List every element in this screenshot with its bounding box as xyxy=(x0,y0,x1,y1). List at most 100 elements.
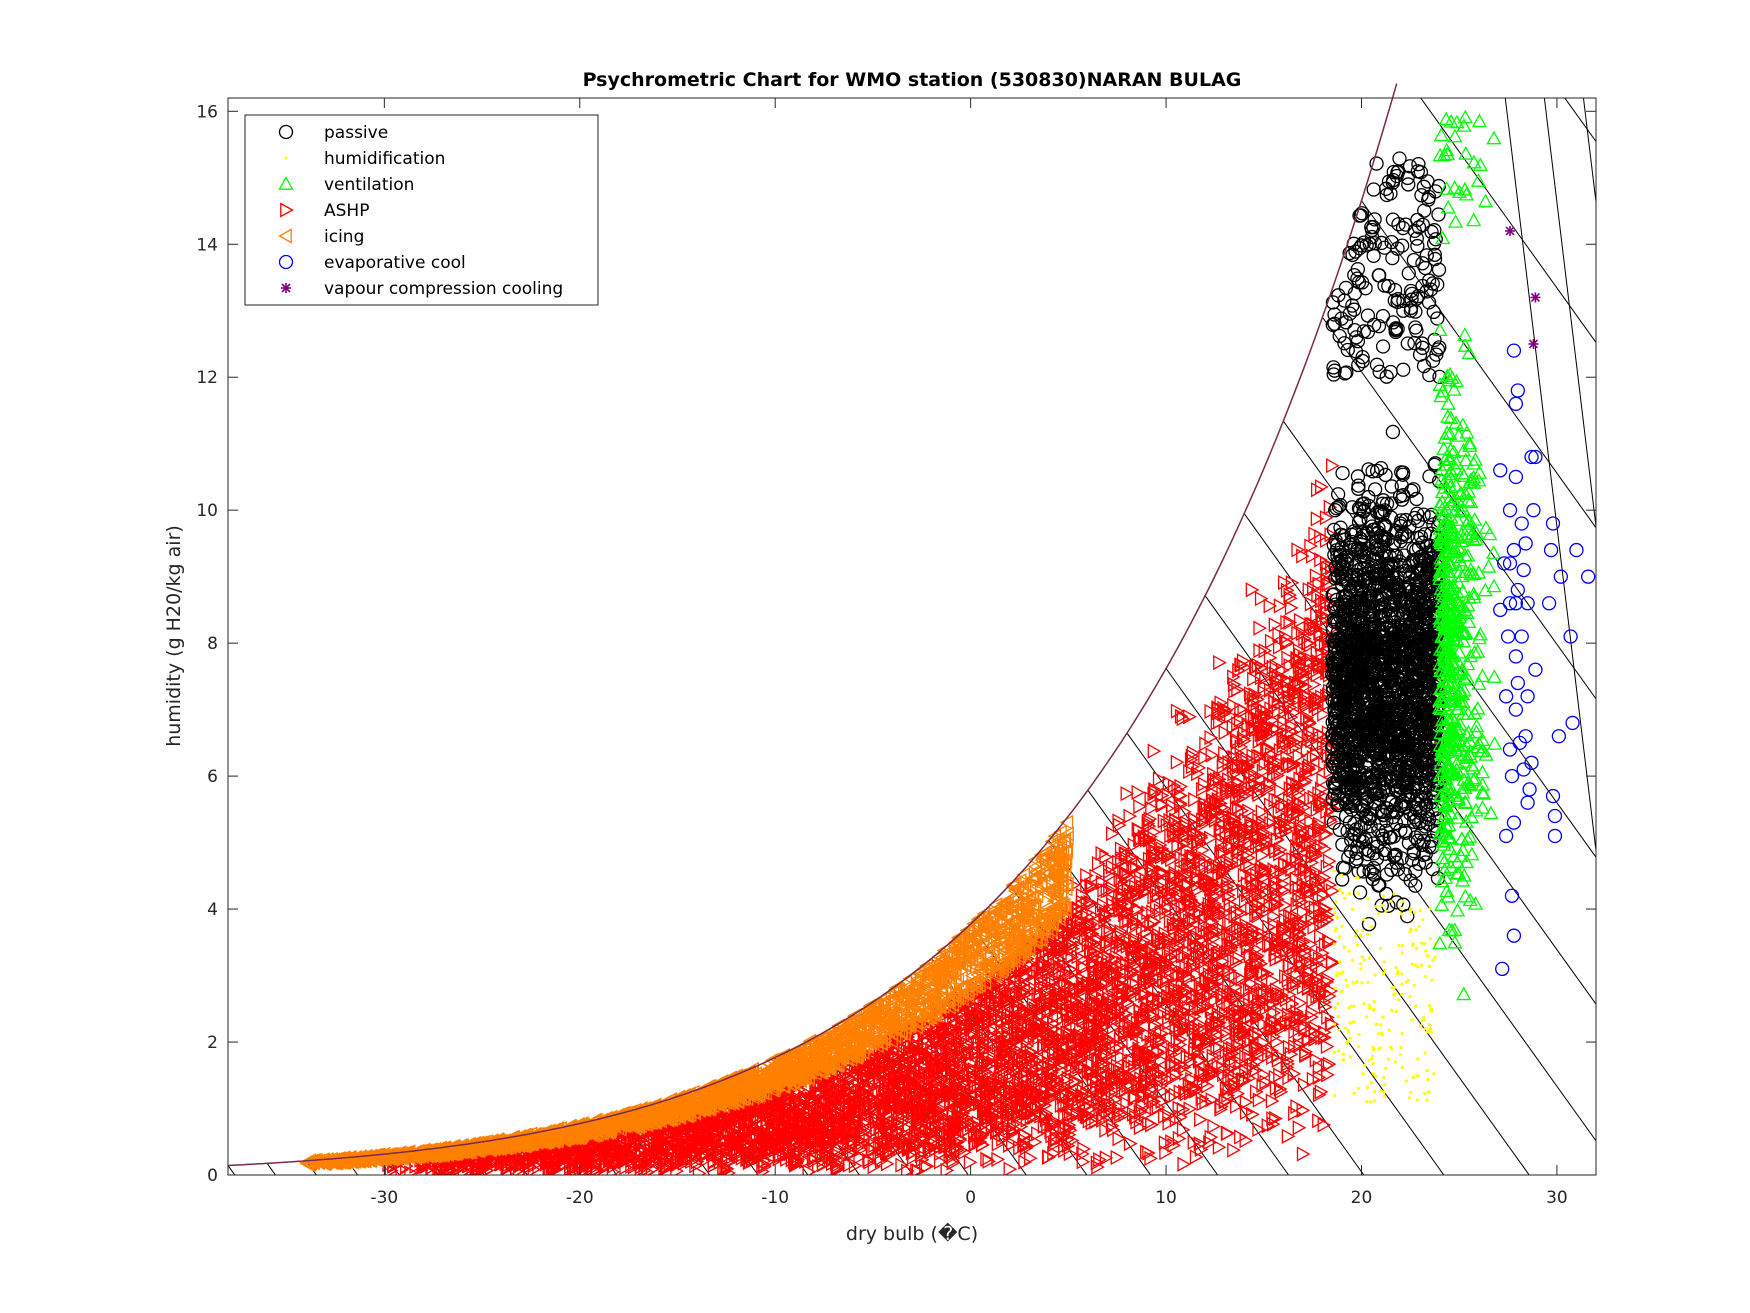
data-point xyxy=(979,1064,993,1080)
data-point xyxy=(1284,1046,1299,1062)
data-point xyxy=(1267,1028,1282,1045)
data-point xyxy=(1317,706,1331,722)
data-point xyxy=(1318,841,1332,857)
data-point xyxy=(1303,728,1318,744)
data-point xyxy=(1046,972,1060,989)
data-point xyxy=(1158,1135,1173,1151)
data-point xyxy=(1273,598,1288,614)
data-point xyxy=(839,1067,854,1083)
data-point xyxy=(1230,1098,1244,1114)
wet-bulb-line xyxy=(228,1165,236,1175)
wet-bulb-line xyxy=(1543,98,1596,531)
data-point xyxy=(1185,851,1200,867)
data-point xyxy=(1099,1150,1114,1166)
data-point xyxy=(1285,1015,1300,1031)
data-point xyxy=(1295,954,1310,970)
data-point xyxy=(1034,971,1049,987)
data-point xyxy=(1285,861,1299,877)
data-point xyxy=(1037,996,1052,1012)
data-point xyxy=(1292,1120,1307,1136)
data-point xyxy=(907,1149,921,1166)
data-point xyxy=(1222,1081,1237,1097)
data-point xyxy=(1259,1074,1274,1090)
data-point xyxy=(1147,743,1162,759)
data-point xyxy=(1259,670,1273,686)
data-point xyxy=(1097,882,1112,898)
data-point xyxy=(1192,834,1206,850)
data-point xyxy=(1191,882,1205,898)
data-point xyxy=(1134,939,1148,955)
data-point xyxy=(1217,843,1232,859)
data-point xyxy=(1177,1156,1192,1172)
data-point xyxy=(1316,772,1331,788)
data-point xyxy=(1273,1081,1288,1097)
data-point xyxy=(1161,846,1176,862)
data-point xyxy=(1254,660,1269,676)
data-point xyxy=(1117,1026,1132,1042)
data-point xyxy=(1007,977,1022,993)
data-point xyxy=(1277,713,1291,729)
data-point xyxy=(409,1158,424,1174)
data-point xyxy=(1130,1114,1145,1130)
data-point xyxy=(1165,1046,1180,1063)
data-point xyxy=(1062,1107,1076,1124)
data-point xyxy=(1239,1132,1254,1149)
data-point xyxy=(1174,708,1189,724)
data-point xyxy=(1292,748,1307,764)
data-point xyxy=(1266,884,1281,900)
data-point xyxy=(1143,1090,1158,1106)
data-point xyxy=(1045,1086,1059,1102)
data-point xyxy=(1123,808,1138,824)
data-point xyxy=(1304,596,1319,612)
data-point xyxy=(1323,811,1338,827)
data-point xyxy=(1269,937,1284,953)
data-point xyxy=(1172,1100,1187,1116)
data-point xyxy=(1080,895,1095,911)
data-point xyxy=(590,1162,604,1175)
data-point xyxy=(1318,636,1333,652)
data-points xyxy=(299,109,1596,1175)
data-point xyxy=(1165,1134,1179,1150)
data-point xyxy=(1293,995,1308,1011)
data-point xyxy=(1074,982,1088,998)
wet-bulb-line xyxy=(1420,98,1596,344)
data-point xyxy=(1191,1035,1206,1051)
data-point xyxy=(1135,855,1150,871)
data-point xyxy=(1234,1055,1248,1071)
wet-bulb-line xyxy=(1504,98,1596,855)
data-point xyxy=(1244,814,1258,830)
data-point xyxy=(1316,613,1331,629)
data-point xyxy=(1146,1094,1161,1110)
data-point xyxy=(1269,879,1284,896)
data-point xyxy=(1315,479,1329,495)
data-point xyxy=(1263,751,1278,768)
data-point xyxy=(1314,1084,1329,1100)
data-point xyxy=(1152,771,1167,787)
data-point xyxy=(1056,998,1071,1014)
data-point xyxy=(1296,1146,1311,1162)
data-point xyxy=(1284,709,1299,725)
data-point xyxy=(1093,1152,1107,1168)
data-point xyxy=(1257,1067,1272,1083)
data-point xyxy=(1255,859,1270,875)
data-point xyxy=(995,978,1009,994)
data-point xyxy=(1176,1122,1191,1138)
data-point xyxy=(917,1027,932,1043)
data-point xyxy=(1263,598,1278,614)
data-point xyxy=(1122,996,1137,1012)
data-point xyxy=(1309,746,1324,762)
data-point xyxy=(812,1158,826,1175)
data-point xyxy=(1212,1139,1227,1155)
data-point xyxy=(1248,991,1263,1007)
data-point xyxy=(1174,788,1188,804)
data-point xyxy=(1231,757,1246,774)
data-point xyxy=(1100,959,1115,976)
data-point xyxy=(1185,748,1200,764)
data-point xyxy=(1253,748,1268,765)
data-point xyxy=(1296,831,1311,847)
data-point xyxy=(1246,1106,1260,1122)
data-point xyxy=(1236,653,1251,669)
data-point xyxy=(1190,871,1205,888)
data-point xyxy=(1286,851,1300,868)
data-point xyxy=(1099,1122,1113,1138)
